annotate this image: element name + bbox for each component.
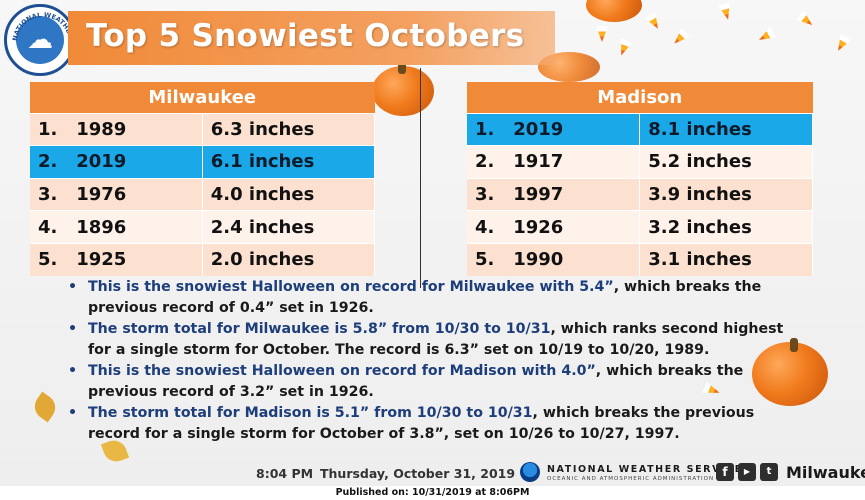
year: 2019 (513, 118, 564, 140)
youtube-icon[interactable]: ▶ (738, 463, 756, 481)
candy-corn-decoration (718, 3, 734, 22)
note-highlight: The storm total for Milwaukee is 5.8” fr… (88, 321, 551, 337)
amount: 2.4 inches (202, 210, 376, 244)
table-row: 2. 2019 6.1 inches (30, 145, 376, 179)
candy-corn-decoration (645, 12, 663, 32)
amount: 3.2 inches (639, 210, 813, 244)
year: 1997 (513, 183, 564, 205)
rank-year-cell: 5. 1925 (30, 242, 203, 276)
note-highlight: This is the snowiest Halloween on record… (88, 363, 596, 379)
note-highlight: The storm total for Madison is 5.1” from… (88, 405, 533, 421)
rank-year-cell: 2. 2019 (30, 145, 203, 179)
list-item: This is the snowiest Halloween on record… (66, 277, 786, 318)
rank-year-cell: 2. 1917 (467, 145, 641, 179)
list-item: This is the snowiest Halloween on record… (66, 361, 786, 402)
footer-time: 8:04 PM (256, 466, 314, 481)
list-item: The storm total for Madison is 5.1” from… (66, 403, 786, 444)
logo-text: NATIONAL WEATHER SERVICE (7, 7, 75, 41)
note-highlight: This is the snowiest Halloween on record… (88, 279, 614, 295)
rank: 2. (475, 151, 495, 173)
table-row: 2. 1917 5.2 inches (467, 145, 813, 179)
rank: 3. (475, 183, 495, 205)
rank: 5. (38, 249, 58, 271)
amount: 3.9 inches (639, 177, 813, 211)
pumpkin-decoration (372, 66, 434, 116)
year: 1925 (76, 249, 127, 271)
candy-corn-decoration (596, 26, 608, 42)
table-row: 5. 1925 2.0 inches (30, 242, 376, 276)
year: 2019 (76, 151, 127, 173)
rank-year-cell: 4. 1926 (467, 210, 641, 244)
page-title: Top 5 Snowiest Octobers (86, 18, 525, 54)
rank-year-cell: 3. 1976 (30, 177, 203, 211)
candy-corn-decoration (756, 27, 776, 45)
note-text: , which breaks the previous record of 3.… (88, 363, 744, 400)
year: 1926 (513, 216, 564, 238)
facebook-icon[interactable]: f (716, 463, 734, 481)
rank: 4. (38, 216, 58, 238)
year: 1989 (76, 118, 127, 140)
footer-date: Thursday, October 31, 2019 (320, 466, 516, 481)
year: 1976 (76, 183, 127, 205)
madison-header: Madison (467, 82, 813, 113)
milwaukee-header: Milwaukee (30, 82, 375, 113)
rank: 5. (475, 249, 495, 271)
amount: 4.0 inches (202, 177, 376, 211)
note-text: , which ranks second highest for a singl… (88, 321, 784, 358)
year: 1896 (76, 216, 127, 238)
rank-year-cell: 3. 1997 (467, 177, 641, 211)
agency-name: NATIONAL WEATHER SERVICE (547, 464, 743, 475)
candy-corn-decoration (616, 38, 633, 57)
amount: 6.1 inches (202, 145, 376, 179)
madison-table: Madison 1. 2019 8.1 inches 2. 1917 5.2 i… (467, 82, 813, 276)
divider (420, 68, 421, 288)
pumpkin-decoration (586, 0, 642, 22)
agency-subtitle: OCEANIC AND ATMOSPHERIC ADMINISTRATION (547, 476, 715, 482)
noaa-logo-icon (520, 462, 540, 482)
rank-year-cell: 1. 1989 (30, 112, 203, 146)
title-bar (68, 11, 555, 65)
svg-text:NATIONAL WEATHER SERVICE: NATIONAL WEATHER SERVICE (7, 7, 75, 41)
year: 1990 (513, 249, 564, 271)
office-name: Milwaukee (786, 463, 865, 482)
amount: 6.3 inches (202, 112, 376, 146)
candy-corn-decoration (833, 34, 851, 54)
rank-year-cell: 4. 1896 (30, 210, 203, 244)
list-item: The storm total for Milwaukee is 5.8” fr… (66, 319, 786, 360)
tornado-icon: ☁ (16, 16, 64, 64)
nws-logo-icon: ☁ NATIONAL WEATHER SERVICE (4, 4, 76, 76)
table-row: 4. 1926 3.2 inches (467, 210, 813, 244)
amount: 2.0 inches (202, 242, 376, 276)
candy-corn-decoration (796, 10, 816, 29)
candy-corn-decoration (670, 28, 690, 48)
leaf-decoration (29, 391, 61, 423)
note-text: , which breaks the previous record of 0.… (88, 279, 762, 316)
year: 1917 (513, 151, 564, 173)
note-text: , which breaks the previous record for a… (88, 405, 755, 442)
published-timestamp: Published on: 10/31/2019 at 8:06PM (0, 486, 865, 500)
twitter-icon[interactable]: t (760, 463, 778, 481)
pumpkin-stem-decoration (398, 60, 406, 74)
table-row: 1. 1989 6.3 inches (30, 112, 376, 146)
amount: 5.2 inches (639, 145, 813, 179)
rank: 1. (38, 118, 58, 140)
table-row: 3. 1976 4.0 inches (30, 177, 376, 211)
table-row: 3. 1997 3.9 inches (467, 177, 813, 211)
milwaukee-table: Milwaukee 1. 1989 6.3 inches 2. 2019 6.1… (30, 82, 376, 276)
table-row: 5. 1990 3.1 inches (467, 242, 813, 276)
rank: 2. (38, 151, 58, 173)
pumpkin-stem-decoration (790, 338, 798, 352)
rank: 3. (38, 183, 58, 205)
rank: 1. (475, 118, 495, 140)
amount: 8.1 inches (639, 112, 813, 146)
rank-year-cell: 5. 1990 (467, 242, 641, 276)
rank: 4. (475, 216, 495, 238)
table-row: 4. 1896 2.4 inches (30, 210, 376, 244)
table-row: 1. 2019 8.1 inches (467, 112, 813, 146)
amount: 3.1 inches (639, 242, 813, 276)
notes-list: This is the snowiest Halloween on record… (66, 277, 786, 445)
rank-year-cell: 1. 2019 (467, 112, 641, 146)
